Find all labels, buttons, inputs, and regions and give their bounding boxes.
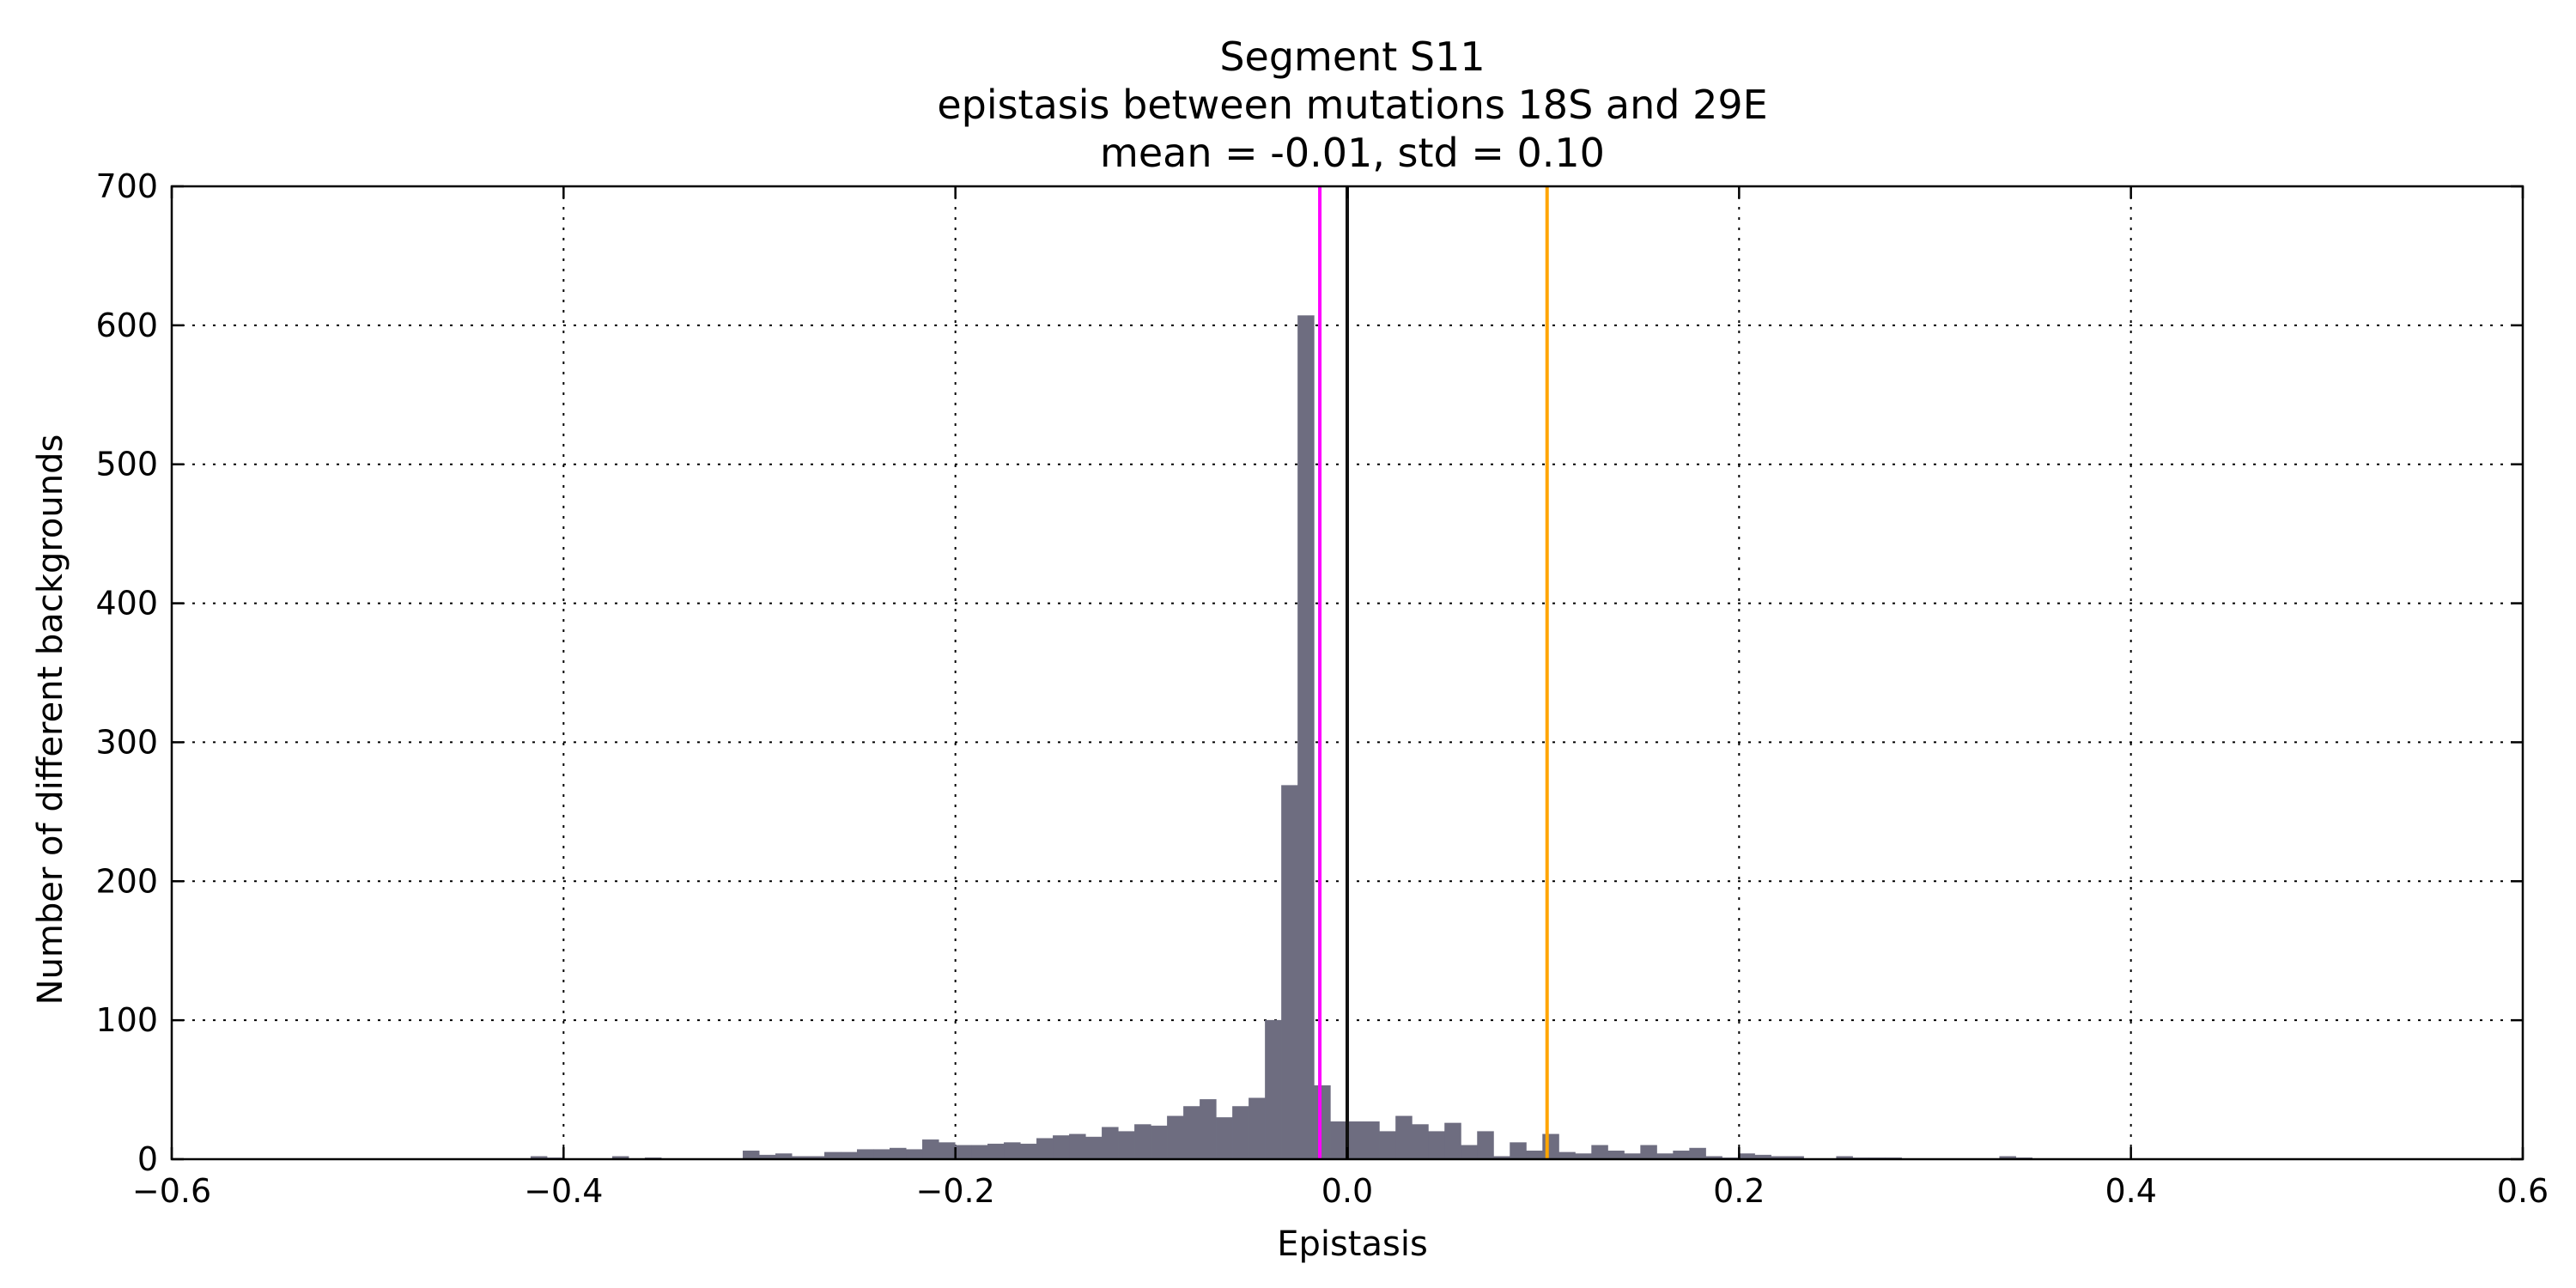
histogram-bar — [1200, 1099, 1217, 1160]
y-tick-label: 400 — [95, 585, 158, 623]
histogram-bar — [1249, 1097, 1266, 1160]
histogram-bar — [1607, 1151, 1625, 1160]
x-tick-label: 0.6 — [2497, 1172, 2549, 1210]
histogram-bar — [1216, 1117, 1233, 1160]
histogram-bar — [1134, 1124, 1151, 1160]
histogram-bar — [955, 1145, 972, 1160]
histogram-bar — [857, 1149, 874, 1160]
histogram-bar — [1265, 1019, 1282, 1160]
histogram-bar — [1542, 1133, 1559, 1160]
histogram-bar — [1314, 1084, 1331, 1160]
histogram-bar — [1004, 1142, 1021, 1160]
y-tick-label: 200 — [95, 862, 158, 900]
y-tick-label: 600 — [95, 307, 158, 344]
y-tick-label: 0 — [137, 1140, 158, 1178]
x-tick-label: 0.4 — [2105, 1172, 2156, 1210]
histogram-bar — [1102, 1127, 1119, 1160]
chart-title-line-1: Segment S11 — [1219, 33, 1485, 80]
histogram-bar — [1346, 1121, 1364, 1160]
chart-title-line-2: epistasis between mutations 18S and 29E — [937, 82, 1767, 128]
histogram-bar — [1673, 1151, 1690, 1160]
x-tick-label: −0.2 — [916, 1172, 995, 1210]
histogram-bar — [1412, 1124, 1429, 1160]
histogram-bar — [906, 1149, 923, 1160]
histogram-bar — [1330, 1121, 1347, 1160]
histogram-bar — [987, 1143, 1005, 1160]
x-tick-label: 0.2 — [1713, 1172, 1765, 1210]
histogram-bar — [1395, 1115, 1413, 1160]
y-tick-label: 300 — [95, 723, 158, 761]
x-tick-label: −0.6 — [132, 1172, 211, 1210]
histogram-bars — [530, 315, 2032, 1160]
histogram-bar — [1167, 1115, 1184, 1160]
histogram-bar — [1461, 1145, 1478, 1160]
histogram-bar — [1444, 1122, 1461, 1160]
x-axis-label: Epistasis — [1277, 1224, 1428, 1264]
histogram-bar — [1363, 1121, 1380, 1160]
histogram-bar — [1053, 1135, 1070, 1160]
histogram-bar — [1232, 1106, 1249, 1160]
histogram-bar — [1281, 785, 1298, 1160]
y-axis-ticks: 0 100 200 300 400 500 600 700 — [95, 167, 2523, 1178]
x-tick-label: 0.0 — [1321, 1172, 1373, 1210]
histogram-bar — [1036, 1138, 1054, 1160]
histogram-bar — [1689, 1147, 1706, 1160]
histogram-bar — [1526, 1151, 1543, 1160]
histogram-bar — [971, 1145, 988, 1160]
y-tick-label: 700 — [95, 167, 158, 205]
histogram-bar — [1085, 1136, 1103, 1160]
x-axis-ticks: −0.6 −0.4 −0.2 0.0 0.2 0.4 0.6 — [132, 186, 2549, 1210]
chart-title-line-3: mean = -0.01, std = 0.10 — [1100, 130, 1605, 176]
histogram-bar — [1069, 1133, 1086, 1160]
histogram-bar — [1640, 1145, 1657, 1160]
histogram-bar — [1183, 1106, 1200, 1160]
histogram-bar — [922, 1139, 939, 1160]
histogram-bar — [1297, 315, 1315, 1160]
histogram-bar — [890, 1147, 907, 1160]
histogram-bar — [1477, 1131, 1494, 1160]
histogram-bar — [1591, 1145, 1608, 1160]
histogram-bar — [1118, 1131, 1135, 1160]
histogram-bar — [1151, 1125, 1168, 1160]
y-axis-label: Number of different backgrounds — [31, 434, 70, 1005]
histogram-bar — [873, 1149, 890, 1160]
histogram-bar — [1379, 1131, 1396, 1160]
histogram-bar — [1428, 1131, 1445, 1160]
y-tick-label: 100 — [95, 1001, 158, 1039]
x-tick-label: −0.4 — [524, 1172, 603, 1210]
y-tick-label: 500 — [95, 446, 158, 483]
reference-lines — [1318, 186, 1549, 1159]
histogram-bar — [1020, 1143, 1037, 1160]
histogram-bar — [1510, 1142, 1527, 1160]
histogram-bar — [939, 1142, 956, 1160]
histogram-bar — [742, 1151, 760, 1160]
